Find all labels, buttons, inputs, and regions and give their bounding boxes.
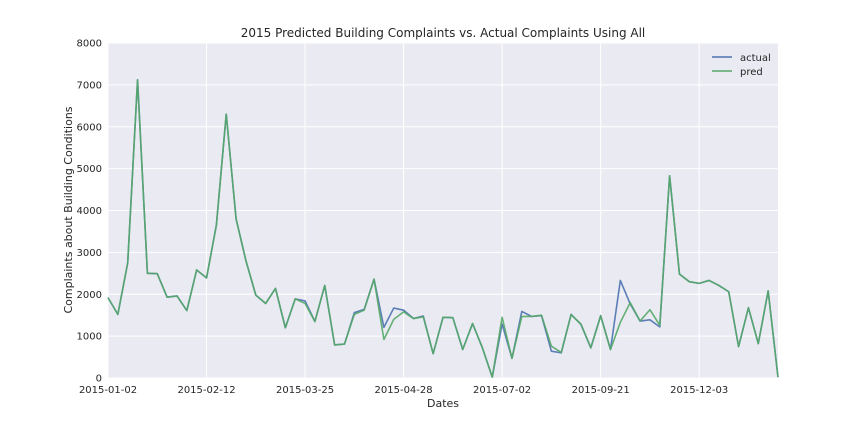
legend-label-pred: pred [740,67,763,78]
y-tick-label: 4000 [77,206,102,217]
y-tick-label: 1000 [77,332,102,343]
grid [107,42,778,379]
chart-title: 2015 Predicted Building Complaints vs. A… [241,26,646,40]
y-tick-label: 8000 [77,39,102,50]
series-lines [107,79,779,378]
x-tick-label: 2015-03-25 [276,385,334,396]
x-tick-label: 2015-09-21 [572,385,630,396]
y-tick-label: 0 [96,374,102,385]
y-axis-ticks: 0 1000 2000 3000 4000 5000 6000 7000 8000 [77,39,102,385]
y-tick-label: 3000 [77,248,102,259]
x-tick-label: 2015-04-28 [375,385,433,396]
y-tick-label: 2000 [77,290,102,301]
y-tick-label: 5000 [77,164,102,175]
y-axis-label: Complaints about Building Conditions [62,106,75,313]
x-axis-label: Dates [427,397,459,410]
legend: actual pred [712,53,771,78]
x-axis-ticks: 2015-01-02 2015-02-12 2015-03-25 2015-04-28… [79,385,728,396]
y-tick-label: 6000 [77,122,102,133]
legend-label-actual: actual [740,53,771,64]
y-tick-label: 7000 [77,80,102,91]
x-tick-label: 2015-02-12 [177,385,235,396]
x-tick-label: 2015-12-03 [670,385,728,396]
x-tick-label: 2015-01-02 [79,385,137,396]
x-tick-label: 2015-07-02 [473,385,531,396]
series-line-pred [107,79,779,378]
